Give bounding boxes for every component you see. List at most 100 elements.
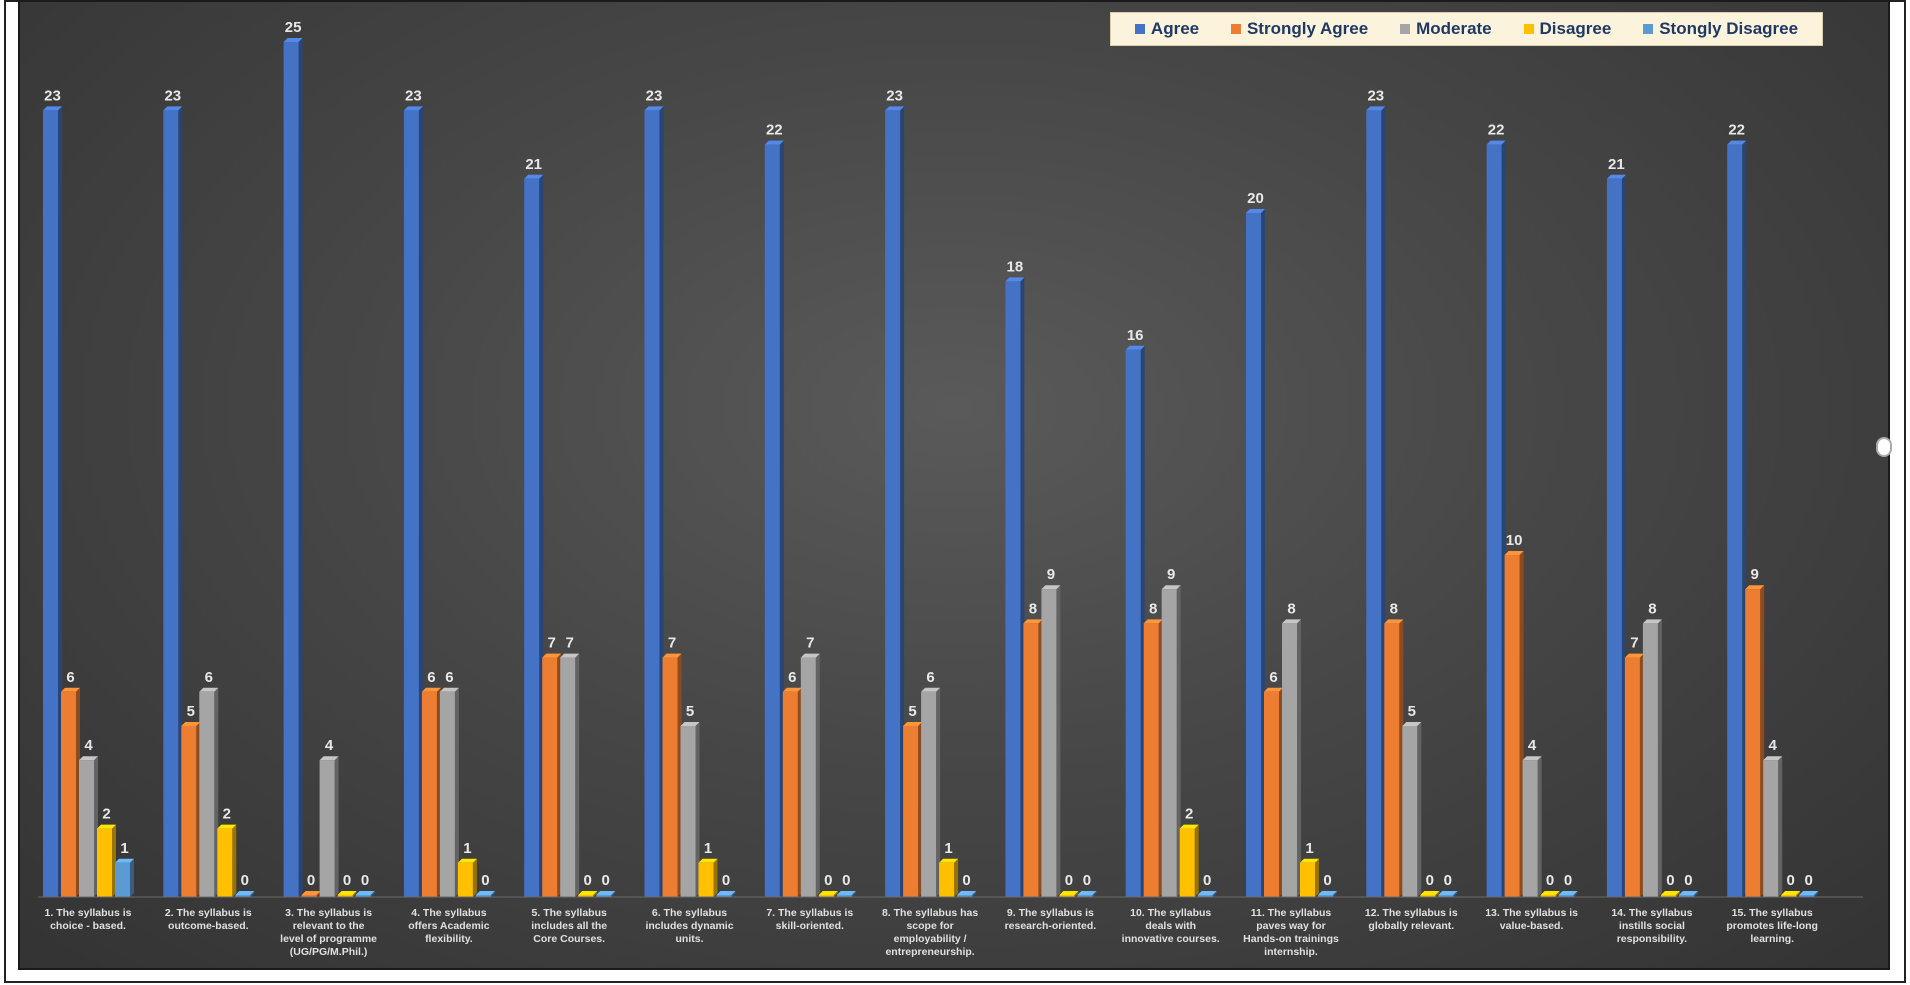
data-label: 8 bbox=[1390, 600, 1398, 617]
bar bbox=[939, 859, 958, 897]
bar-front bbox=[1523, 760, 1538, 897]
bar bbox=[422, 688, 441, 897]
bar bbox=[1384, 619, 1403, 897]
data-label: 5 bbox=[908, 703, 916, 720]
bar-front bbox=[1144, 623, 1159, 897]
category-label-line: outcome-based. bbox=[168, 920, 249, 932]
category-label: 3. The syllabus is relevant to the level o… bbox=[280, 907, 377, 958]
legend-swatch bbox=[1400, 24, 1410, 34]
legend-item: Stongly Disagree bbox=[1643, 19, 1798, 39]
bar-side bbox=[1417, 722, 1421, 897]
bar bbox=[1799, 891, 1818, 897]
bar-side bbox=[1538, 756, 1542, 897]
bar bbox=[217, 825, 236, 897]
legend-item: Strongly Agree bbox=[1231, 19, 1368, 39]
data-label: 23 bbox=[646, 87, 663, 104]
category-label-line: globally relevant. bbox=[1368, 920, 1454, 932]
data-label: 0 bbox=[1564, 872, 1572, 889]
category-label-line: 5. The syllabus bbox=[532, 907, 607, 919]
data-label: 5 bbox=[187, 703, 195, 720]
bar-side bbox=[473, 859, 477, 897]
data-label: 0 bbox=[842, 872, 850, 889]
bar bbox=[1180, 825, 1199, 897]
bar bbox=[663, 654, 682, 897]
bar bbox=[957, 891, 976, 897]
category-label-line: responsibility. bbox=[1617, 933, 1687, 945]
data-label: 6 bbox=[1269, 669, 1277, 686]
bar bbox=[542, 654, 561, 897]
data-label: 1 bbox=[944, 840, 952, 857]
category-label-line: 14. The syllabus bbox=[1611, 907, 1692, 919]
bar bbox=[404, 106, 423, 897]
data-label: 23 bbox=[164, 87, 181, 104]
bar bbox=[699, 859, 718, 897]
bar-front bbox=[97, 829, 112, 897]
bar-front bbox=[524, 179, 539, 897]
legend: Agree Strongly Agree Moderate Disagree Stong… bbox=[1110, 12, 1823, 46]
bar bbox=[1402, 722, 1421, 897]
bar-front bbox=[1625, 658, 1640, 897]
data-label: 23 bbox=[405, 87, 422, 104]
legend-label: Agree bbox=[1151, 19, 1199, 39]
bar bbox=[1300, 859, 1319, 897]
category-label-line: offers Academic bbox=[408, 920, 489, 932]
bar bbox=[1198, 891, 1217, 897]
category-label-line: deals with bbox=[1145, 920, 1196, 932]
category-label: 7. The syllabus is skill-oriented. bbox=[766, 907, 853, 932]
bar-front bbox=[284, 42, 299, 897]
bar bbox=[1264, 688, 1283, 897]
bar-front bbox=[1402, 726, 1417, 897]
bar bbox=[783, 688, 802, 897]
data-label: 23 bbox=[1367, 87, 1384, 104]
category-label-line: 10. The syllabus bbox=[1130, 907, 1211, 919]
bar-front bbox=[1264, 692, 1279, 897]
bar bbox=[1541, 891, 1560, 897]
category-label-line: 12. The syllabus is bbox=[1365, 907, 1458, 919]
bar-front bbox=[699, 863, 714, 897]
bar bbox=[1366, 106, 1385, 897]
bar bbox=[1438, 891, 1457, 897]
bar bbox=[163, 106, 182, 897]
bar bbox=[1781, 891, 1800, 897]
bar-front bbox=[542, 658, 557, 897]
bar-front bbox=[1246, 213, 1261, 897]
category-label-line: instills social bbox=[1619, 920, 1685, 932]
bar-side bbox=[1778, 756, 1782, 897]
data-label: 0 bbox=[1546, 872, 1554, 889]
category-label-line: 8. The syllabus has bbox=[882, 907, 978, 919]
category-label: 6. The syllabus includes dynamic units. bbox=[645, 907, 733, 945]
category-label: 10. The syllabus deals with innovative cou… bbox=[1122, 907, 1220, 945]
legend-label: Moderate bbox=[1416, 19, 1492, 39]
bar-side bbox=[1056, 585, 1060, 897]
data-label: 9 bbox=[1167, 566, 1175, 583]
bar-front bbox=[765, 145, 780, 897]
bar-front bbox=[79, 760, 94, 897]
bar-side bbox=[816, 654, 820, 897]
bar-side bbox=[299, 38, 303, 897]
category-label-line: scope for bbox=[906, 920, 953, 932]
legend-label: Disagree bbox=[1540, 19, 1612, 39]
data-label: 6 bbox=[205, 669, 213, 686]
bar-front bbox=[1041, 589, 1056, 897]
category-label: 1. The syllabus is choice - based. bbox=[45, 907, 132, 932]
bar-front bbox=[1643, 623, 1658, 897]
data-label: 2 bbox=[223, 806, 231, 823]
legend-item: Disagree bbox=[1524, 19, 1612, 39]
category-label: 9. The syllabus is research-oriented. bbox=[1005, 907, 1097, 932]
data-label: 1 bbox=[704, 840, 712, 857]
bar-front bbox=[681, 726, 696, 897]
data-label: 0 bbox=[722, 872, 730, 889]
resize-handle[interactable] bbox=[1876, 437, 1892, 457]
bar bbox=[560, 654, 579, 897]
category-label-line: learning. bbox=[1750, 933, 1794, 945]
bar bbox=[1059, 891, 1078, 897]
data-label: 4 bbox=[84, 737, 93, 754]
legend-swatch bbox=[1643, 24, 1653, 34]
bar bbox=[1559, 891, 1578, 897]
data-label: 0 bbox=[962, 872, 970, 889]
bar-front bbox=[1126, 350, 1141, 897]
data-label: 6 bbox=[788, 669, 796, 686]
data-label: 6 bbox=[66, 669, 74, 686]
legend-swatch bbox=[1231, 24, 1241, 34]
data-label: 0 bbox=[343, 872, 351, 889]
